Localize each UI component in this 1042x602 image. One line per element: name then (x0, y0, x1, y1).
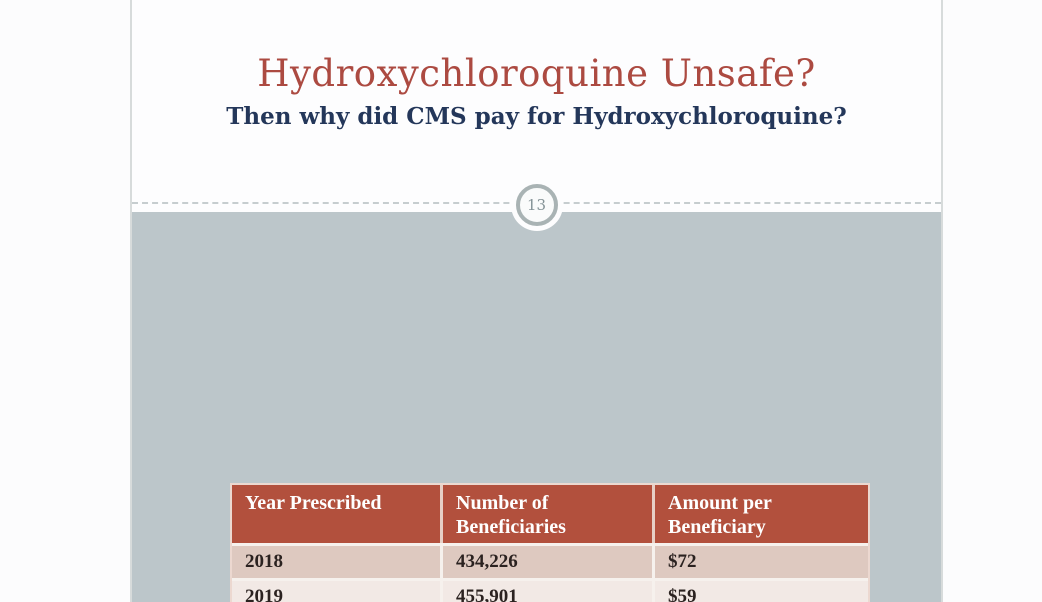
header-cell-beneficiaries-line1: Number of (456, 492, 549, 514)
data-table: Year Prescribed Number of Beneficiaries … (230, 483, 870, 602)
header-cell-amount-line1: Amount per (668, 492, 772, 514)
year-cell: 2018 (232, 543, 440, 578)
amount-cell: $59 (652, 578, 868, 602)
header-cell-year-line1: Year Prescribed (245, 492, 382, 514)
content-panel: Year Prescribed Number of Beneficiaries … (132, 212, 941, 602)
year-cell: 2019 (232, 578, 440, 602)
beneficiaries-cell: 434,226 (440, 543, 652, 578)
header-cell-year: Year Prescribed (232, 485, 440, 543)
header-cell-beneficiaries-line2: Beneficiaries (456, 516, 566, 538)
amount-cell: $72 (652, 543, 868, 578)
page-number-circle: 13 (515, 184, 558, 226)
header-cell-amount-line2: Beneficiary (668, 516, 766, 538)
slide: Hydroxychloroquine Unsafe? Then why did … (130, 0, 943, 602)
page-number-badge: 13 (510, 179, 563, 231)
beneficiaries-cell: 455,901 (440, 578, 652, 602)
header-cell-amount: Amount per Beneficiary (652, 485, 868, 543)
slide-subtitle: Then why did CMS pay for Hydroxychloroqu… (226, 103, 847, 130)
page-number: 13 (526, 196, 547, 214)
slide-title: Hydroxychloroquine Unsafe? (257, 52, 816, 95)
header-cell-beneficiaries: Number of Beneficiaries (440, 485, 652, 543)
